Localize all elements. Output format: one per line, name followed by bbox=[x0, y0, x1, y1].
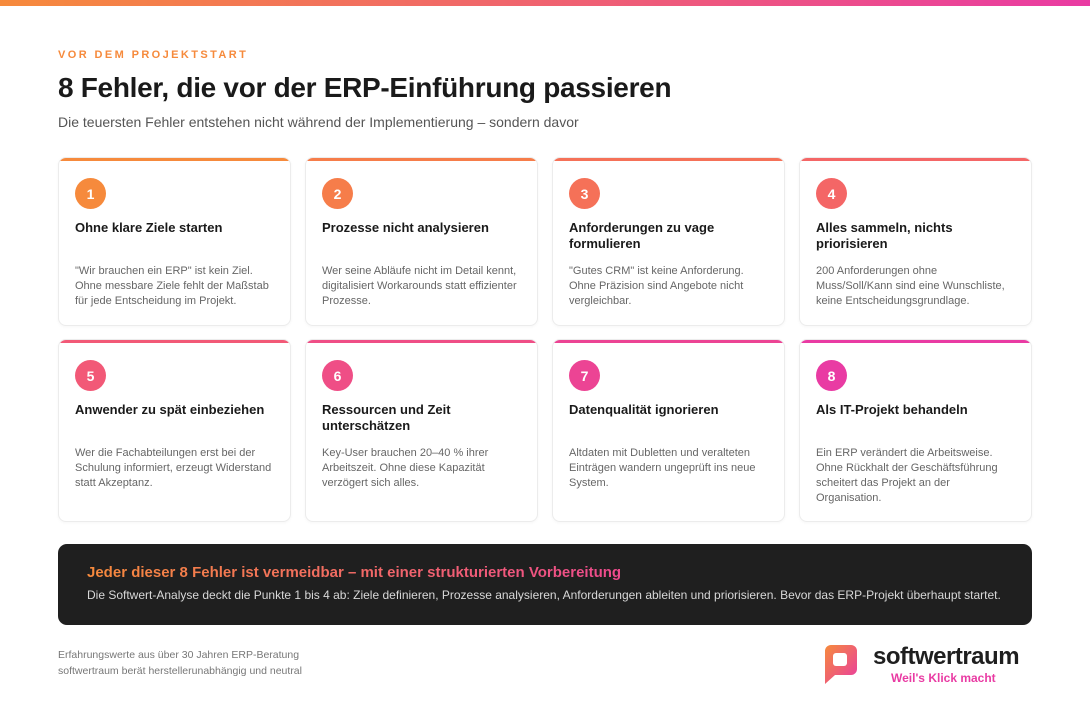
card-number: 5 bbox=[75, 360, 106, 391]
card: 5 Anwender zu spät einbeziehen Wer die Fac… bbox=[58, 339, 291, 522]
card-title: Anforderungen zu vage formulieren bbox=[569, 220, 715, 251]
callout-title: Jeder dieser 8 Fehler ist vermeidbar – m… bbox=[87, 564, 622, 581]
card: 2 Prozesse nicht analysieren Wer seine Abl… bbox=[305, 157, 538, 326]
card-number: 2 bbox=[322, 178, 353, 209]
card: 3 Anforderungen zu vage formulieren "Gutes… bbox=[552, 157, 785, 326]
card-text: Ein ERP verändert die Arbeitsweise. Ohne… bbox=[816, 447, 998, 504]
eyebrow: VOR DEM PROJEKTSTART bbox=[58, 49, 249, 61]
card-number: 4 bbox=[816, 178, 847, 209]
card-title: Anwender zu spät einbeziehen bbox=[75, 402, 265, 417]
card: 7 Datenqualität ignorieren Altdaten mit Du… bbox=[552, 339, 785, 522]
card-number: 7 bbox=[569, 360, 600, 391]
subtitle: Die teuersten Fehler entstehen nicht wäh… bbox=[58, 114, 579, 130]
top-bar bbox=[0, 0, 1090, 6]
card-text: "Wir brauchen ein ERP" ist kein Ziel. Oh… bbox=[75, 265, 269, 307]
card: 4 Alles sammeln, nichts priorisieren 200 A… bbox=[799, 157, 1032, 326]
card: 6 Ressourcen und Zeit unterschätzen Key-Us… bbox=[305, 339, 538, 522]
card-text: 200 Anforderungen ohne Muss/Soll/Kann si… bbox=[816, 265, 1005, 307]
footer-line: Erfahrungswerte aus über 30 Jahren ERP-B… bbox=[58, 649, 300, 661]
tagline: Weil's Klick macht bbox=[891, 671, 996, 685]
title: 8 Fehler, die vor der ERP-Einführung pas… bbox=[58, 72, 672, 103]
brand: softwertraum bbox=[873, 643, 1020, 670]
card-text: Wer seine Abläufe nicht im Detail kennt,… bbox=[322, 265, 517, 307]
card-title: Prozesse nicht analysieren bbox=[322, 220, 489, 235]
footer-line: softwertraum berät herstellerunabhängig … bbox=[58, 665, 302, 677]
card-title: Alles sammeln, nichts priorisieren bbox=[816, 220, 953, 251]
card-text: Key-User brauchen 20–40 % ihrer Arbeitsz… bbox=[322, 447, 489, 489]
card-title: Ohne klare Ziele starten bbox=[75, 220, 223, 235]
card-number: 1 bbox=[75, 178, 106, 209]
card-text: Altdaten mit Dubletten und veralteten Ei… bbox=[569, 447, 756, 489]
card-text: "Gutes CRM" ist keine Anforderung. Ohne … bbox=[569, 265, 744, 307]
card: 8 Als IT-Projekt behandeln Ein ERP verände… bbox=[799, 339, 1032, 522]
card-text: Wer die Fachabteilungen erst bei der Sch… bbox=[75, 447, 272, 489]
card-title: Datenqualität ignorieren bbox=[569, 402, 719, 417]
card-number: 8 bbox=[816, 360, 847, 391]
logo-icon bbox=[825, 645, 857, 684]
callout: Jeder dieser 8 Fehler ist vermeidbar – m… bbox=[58, 544, 1032, 625]
card-title: Ressourcen und Zeit unterschätzen bbox=[322, 402, 451, 433]
card-number: 3 bbox=[569, 178, 600, 209]
card-title: Als IT-Projekt behandeln bbox=[816, 402, 968, 417]
callout-text: Die Softwert-Analyse deckt die Punkte 1 … bbox=[87, 588, 1001, 602]
card: 1 Ohne klare Ziele starten "Wir brauchen e… bbox=[58, 157, 291, 326]
card-number: 6 bbox=[322, 360, 353, 391]
